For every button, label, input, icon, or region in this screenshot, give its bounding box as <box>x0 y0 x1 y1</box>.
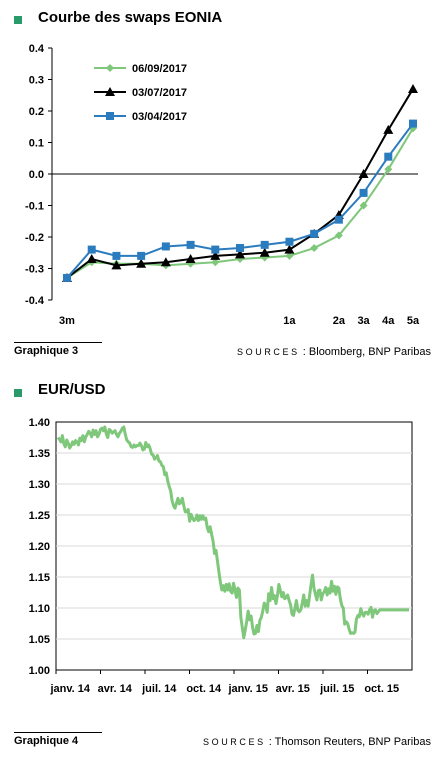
chart2-eurusd-line <box>56 425 410 640</box>
chart1-data-point <box>63 273 71 282</box>
chart1-eonia-swaps: 0.4 0.3 0.2 0.1 0.0 -0.1 -0.2 -0.3 -0.4 3m 1a 2a 3a 4… <box>25 43 420 327</box>
chart1-legend-marker <box>106 112 114 120</box>
chart1-y-tick-label: 0.2 <box>29 106 44 118</box>
chart1-caption: Graphique 3 <box>14 345 79 357</box>
chart2-sources-text: : Thomson Reuters, BNP Paribas <box>268 736 431 748</box>
chart2-x-tick-label: janv. 15 <box>227 683 268 695</box>
chart1-data-point <box>359 201 368 210</box>
chart1-data-point <box>409 119 417 128</box>
chart1-sources: SOURCES : Bloomberg, BNP Paribas <box>237 346 431 358</box>
chart1-x-tick-label: 3a <box>357 315 370 327</box>
chart2-x-tick-label: oct. 14 <box>186 683 222 695</box>
chart1-data-point <box>384 152 393 161</box>
chart1-data-point <box>211 258 220 267</box>
chart2-x-tick-label: janv. 14 <box>49 683 90 695</box>
chart1-y-tick-label: 0.0 <box>29 169 44 181</box>
chart1-data-point <box>236 244 244 253</box>
chart2-title: EUR/USD <box>38 381 106 398</box>
chart1-data-point <box>334 231 343 240</box>
chart2-y-tick-label: 1.15 <box>29 572 50 584</box>
chart1-data-point <box>384 165 393 174</box>
chart1-x-tick-label: 1a <box>283 315 296 327</box>
chart1-x-tick-label: 5a <box>407 315 420 327</box>
chart2-title-marker <box>14 389 22 397</box>
chart1-data-point <box>383 124 394 134</box>
chart1-legend-marker <box>105 87 115 96</box>
chart2-y-tick-label: 1.20 <box>29 541 50 553</box>
chart2-x-tick-label: oct. 15 <box>364 683 399 695</box>
chart1-data-point <box>185 254 196 264</box>
chart1-x-tick-label: 3m <box>59 315 75 327</box>
chart1-data-point <box>111 260 122 270</box>
chart1-x-tick-label: 2a <box>333 315 346 327</box>
chart1-legend-label: 03/04/2017 <box>132 111 187 123</box>
chart2-caption: Graphique 4 <box>14 735 79 747</box>
chart1-data-point <box>211 245 220 254</box>
chart1-data-point <box>334 215 343 224</box>
chart2-y-tick-label: 1.10 <box>29 603 50 615</box>
chart1-data-point <box>359 188 368 197</box>
chart2-x-tick-label: juil. 15 <box>319 683 354 695</box>
chart1-legend-label: 06/09/2017 <box>132 63 187 75</box>
chart1-data-point <box>285 251 294 260</box>
chart1-x-tick-label: 4a <box>382 315 395 327</box>
chart1-data-point <box>186 240 195 249</box>
chart1-data-point <box>86 254 97 264</box>
chart2-y-tick-label: 1.35 <box>29 448 50 460</box>
chart2-y-tick-label: 1.05 <box>29 634 50 646</box>
chart1-data-point <box>235 249 245 259</box>
chart1-legend-label: 03/07/2017 <box>132 87 187 99</box>
chart1-data-point <box>408 83 418 93</box>
chart1-data-point <box>260 240 269 249</box>
chart1-series-03-04-2017 <box>63 119 417 282</box>
chart2-caption-rule <box>14 732 102 733</box>
chart2-x-tick-label: avr. 14 <box>98 683 133 695</box>
chart1-y-tick-label: 0.1 <box>29 138 44 150</box>
chart1-data-point <box>210 250 221 260</box>
chart1-legend-marker <box>106 64 114 72</box>
chart1-data-point <box>87 245 96 254</box>
chart1-data-point <box>284 244 295 254</box>
chart1-data-point <box>112 251 121 260</box>
chart1-title: Courbe des swaps EONIA <box>38 9 223 26</box>
chart1-y-tick-label: -0.4 <box>25 295 45 307</box>
chart2-x-tick-label: avr. 15 <box>276 683 310 695</box>
chart1-y-tick-label: -0.1 <box>25 201 44 213</box>
chart1-data-point <box>259 247 270 257</box>
chart1-data-point <box>236 255 244 264</box>
chart2-x-tick-label: juil. 14 <box>141 683 177 695</box>
chart2-sources-word: SOURCES <box>202 737 266 747</box>
chart1-y-tick-label: 0.4 <box>29 43 45 55</box>
chart2-y-tick-label: 1.40 <box>29 417 50 429</box>
chart1-data-point <box>136 258 147 268</box>
chart1-y-tick-label: 0.3 <box>29 75 44 87</box>
chart2-eur-usd: 1.40 1.35 1.30 1.25 1.20 1.15 1.10 1.05 1.00 janv… <box>29 417 413 695</box>
chart1-y-tick-label: -0.2 <box>25 232 44 244</box>
chart1-title-marker <box>14 16 22 24</box>
chart2-y-tick-label: 1.30 <box>29 479 50 491</box>
chart2-y-tick-label: 1.25 <box>29 510 50 522</box>
chart1-data-point <box>310 244 319 253</box>
chart1-y-tick-label: -0.3 <box>25 264 44 276</box>
chart1-data-point <box>310 229 319 238</box>
chart1-sources-word: SOURCES <box>237 347 300 357</box>
chart1-data-point <box>161 242 170 251</box>
chart1-data-point <box>358 169 369 178</box>
chart1-data-point <box>137 251 146 260</box>
chart1-data-point <box>160 257 171 267</box>
chart1-caption-rule <box>14 342 102 343</box>
chart2-sources: SOURCES : Thomson Reuters, BNP Paribas <box>203 736 431 748</box>
chart1-sources-text: : Bloomberg, BNP Paribas <box>302 346 431 358</box>
chart1-data-point <box>285 237 294 246</box>
chart2-y-tick-label: 1.00 <box>29 665 50 677</box>
